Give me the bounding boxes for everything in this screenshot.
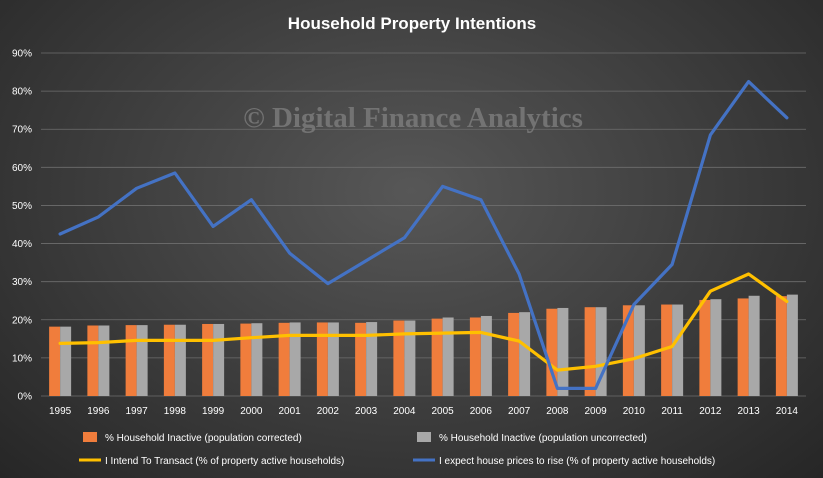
bar bbox=[163, 324, 175, 396]
bar bbox=[60, 326, 72, 396]
bar bbox=[672, 304, 684, 396]
bar bbox=[98, 325, 110, 396]
bar bbox=[786, 294, 798, 396]
x-tick-label: 2014 bbox=[776, 406, 799, 417]
legend-label: % Household Inactive (population uncorre… bbox=[439, 433, 647, 444]
bar bbox=[125, 325, 137, 396]
y-tick-label: 0% bbox=[18, 392, 33, 403]
x-tick-label: 2010 bbox=[623, 406, 646, 417]
x-tick-label: 2011 bbox=[661, 406, 683, 417]
legend: % Household Inactive (population correct… bbox=[79, 432, 715, 467]
bar bbox=[519, 312, 531, 396]
bar bbox=[240, 323, 252, 396]
y-axis-tick-labels: 0% 10% 20% 30% 40% 50% 60% 70% 80% 90% bbox=[12, 49, 32, 403]
legend-swatch bbox=[83, 432, 97, 442]
bar bbox=[748, 295, 760, 396]
legend-swatch bbox=[417, 432, 431, 442]
bar bbox=[442, 317, 454, 396]
x-tick-label: 1995 bbox=[49, 406, 72, 417]
bar bbox=[251, 323, 263, 396]
bar bbox=[508, 312, 520, 396]
x-tick-label: 2001 bbox=[279, 406, 302, 417]
y-tick-label: 50% bbox=[12, 201, 32, 212]
bar bbox=[584, 307, 596, 396]
x-tick-label: 2007 bbox=[508, 406, 531, 417]
x-tick-label: 1998 bbox=[164, 406, 187, 417]
x-axis-tick-labels: 1995 1996 1997 1998 1999 2000 2001 2002 2003 2004… bbox=[49, 406, 798, 417]
series-line bbox=[58, 79, 789, 390]
bar bbox=[775, 296, 787, 396]
y-tick-label: 60% bbox=[12, 163, 32, 174]
series-line bbox=[58, 272, 789, 372]
bar bbox=[699, 299, 711, 396]
legend-label: I expect house prices to rise (% of prop… bbox=[439, 456, 715, 467]
x-tick-label: 2002 bbox=[317, 406, 340, 417]
legend-label: % Household Inactive (population correct… bbox=[105, 433, 302, 444]
bar bbox=[737, 298, 749, 396]
x-tick-label: 2003 bbox=[355, 406, 378, 417]
y-tick-label: 70% bbox=[12, 125, 32, 136]
bar bbox=[710, 299, 722, 396]
x-tick-label: 2000 bbox=[240, 406, 263, 417]
bar bbox=[136, 325, 148, 396]
y-tick-label: 40% bbox=[12, 239, 32, 250]
bar bbox=[469, 317, 481, 396]
bar bbox=[595, 307, 607, 396]
x-tick-label: 1999 bbox=[202, 406, 225, 417]
bar bbox=[404, 320, 416, 396]
bar-series bbox=[49, 294, 798, 396]
x-tick-label: 1997 bbox=[126, 406, 149, 417]
y-tick-label: 90% bbox=[12, 49, 32, 60]
x-tick-label: 2012 bbox=[699, 406, 722, 417]
bar bbox=[393, 320, 405, 396]
x-tick-label: 1996 bbox=[87, 406, 110, 417]
x-tick-label: 2008 bbox=[546, 406, 569, 417]
bar bbox=[174, 324, 186, 396]
x-tick-label: 2004 bbox=[393, 406, 416, 417]
bar bbox=[366, 322, 378, 396]
bar bbox=[289, 322, 301, 396]
bar bbox=[633, 305, 645, 396]
bar bbox=[431, 318, 443, 396]
bar bbox=[213, 323, 225, 396]
x-tick-label: 2005 bbox=[432, 406, 455, 417]
bar bbox=[202, 323, 214, 396]
x-tick-label: 2013 bbox=[738, 406, 761, 417]
watermark: © Digital Finance Analytics bbox=[243, 102, 583, 134]
bar bbox=[622, 305, 634, 396]
bar bbox=[87, 325, 99, 396]
bar bbox=[316, 322, 328, 396]
chart-title: Household Property Intentions bbox=[288, 14, 536, 33]
bar bbox=[546, 308, 558, 396]
y-tick-label: 10% bbox=[12, 353, 32, 364]
legend-label: I Intend To Transact (% of property acti… bbox=[105, 456, 344, 467]
bar bbox=[557, 307, 569, 396]
line-series bbox=[58, 79, 789, 390]
bar bbox=[327, 322, 339, 396]
bar bbox=[278, 322, 290, 396]
bar bbox=[355, 322, 367, 396]
x-tick-label: 2009 bbox=[585, 406, 608, 417]
y-tick-label: 20% bbox=[12, 315, 32, 326]
bar bbox=[49, 326, 61, 396]
bar bbox=[480, 315, 492, 396]
bar bbox=[661, 304, 673, 396]
y-tick-label: 30% bbox=[12, 277, 32, 288]
y-tick-label: 80% bbox=[12, 87, 32, 98]
x-tick-label: 2006 bbox=[470, 406, 493, 417]
